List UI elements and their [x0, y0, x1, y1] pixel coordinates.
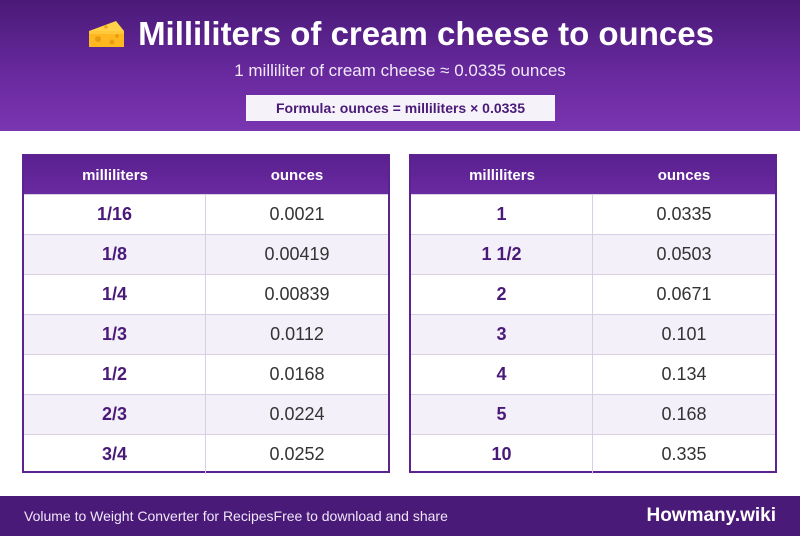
conversion-table-left: milliliters ounces 1/16 0.0021 1/8 0.004… — [22, 154, 390, 474]
milliliters-cell: 5 — [411, 395, 593, 434]
milliliters-cell: 1/4 — [24, 275, 206, 314]
table-row: 1/16 0.0021 — [24, 194, 388, 234]
milliliters-cell: 10 — [411, 435, 593, 474]
ounces-cell: 0.168 — [661, 404, 707, 424]
milliliters-cell: 3 — [411, 315, 593, 354]
ounces-cell: 0.101 — [661, 324, 707, 344]
table-header: milliliters ounces — [24, 156, 388, 194]
ounces-cell: 0.0671 — [656, 284, 712, 304]
ounces-cell: 0.0252 — [269, 444, 325, 464]
table-row: 1/2 0.0168 — [24, 354, 388, 394]
ounces-cell: 0.0224 — [269, 404, 325, 424]
page-title: Milliliters of cream cheese to ounces — [0, 14, 800, 54]
table-row: 10 0.335 — [411, 434, 775, 474]
ounces-cell: 0.0021 — [269, 204, 325, 224]
footer: Volume to Weight Converter for Recipes F… — [0, 496, 800, 536]
ounces-cell: 0.0335 — [656, 204, 712, 224]
table-row: 2 0.0671 — [411, 274, 775, 314]
column-header-ounces: ounces — [657, 166, 711, 184]
cheese-icon — [89, 21, 125, 47]
conversion-table-right: milliliters ounces 1 0.0335 1 1/2 0.0503… — [409, 154, 777, 474]
milliliters-cell: 1/2 — [24, 355, 206, 394]
title-text: Milliliters of cream cheese to ounces — [138, 15, 714, 52]
ounces-cell: 0.0112 — [270, 324, 324, 344]
table-row: 5 0.168 — [411, 394, 775, 434]
ounces-cell: 0.0168 — [269, 364, 325, 384]
milliliters-cell: 1/8 — [24, 235, 206, 274]
footer-tagline: Free to download and share — [273, 508, 448, 524]
table-row: 1 1/2 0.0503 — [411, 234, 775, 274]
column-header-milliliters: milliliters — [82, 166, 148, 184]
table-row: 3 0.101 — [411, 314, 775, 354]
milliliters-cell: 1/3 — [24, 315, 206, 354]
table-row: 3/4 0.0252 — [24, 434, 388, 474]
column-header-milliliters: milliliters — [469, 166, 535, 184]
ounces-cell: 0.335 — [661, 444, 707, 464]
milliliters-cell: 1/16 — [24, 195, 206, 234]
brand-logo[interactable]: Howmany.wiki — [646, 505, 776, 526]
ounces-cell: 0.134 — [661, 364, 707, 384]
milliliters-cell: 2/3 — [24, 395, 206, 434]
table-row: 1/8 0.00419 — [24, 234, 388, 274]
footer-converter-link[interactable]: Volume to Weight Converter for Recipes — [24, 508, 274, 524]
formula-box: Formula: ounces = milliliters × 0.0335 — [246, 95, 555, 121]
milliliters-cell: 4 — [411, 355, 593, 394]
ounces-cell: 0.0503 — [656, 244, 712, 264]
table-row: 1/4 0.00839 — [24, 274, 388, 314]
milliliters-cell: 1 — [411, 195, 593, 234]
milliliters-cell: 3/4 — [24, 435, 206, 474]
table-row: 4 0.134 — [411, 354, 775, 394]
table-header: milliliters ounces — [411, 156, 775, 194]
table-row: 1 0.0335 — [411, 194, 775, 234]
header: Milliliters of cream cheese to ounces 1 … — [0, 0, 800, 131]
column-header-ounces: ounces — [270, 166, 324, 184]
milliliters-cell: 1 1/2 — [411, 235, 593, 274]
subtitle: 1 milliliter of cream cheese ≈ 0.0335 ou… — [234, 61, 566, 80]
table-row: 1/3 0.0112 — [24, 314, 388, 354]
ounces-cell: 0.00419 — [264, 244, 330, 264]
milliliters-cell: 2 — [411, 275, 593, 314]
ounces-cell: 0.00839 — [264, 284, 330, 304]
table-row: 2/3 0.0224 — [24, 394, 388, 434]
